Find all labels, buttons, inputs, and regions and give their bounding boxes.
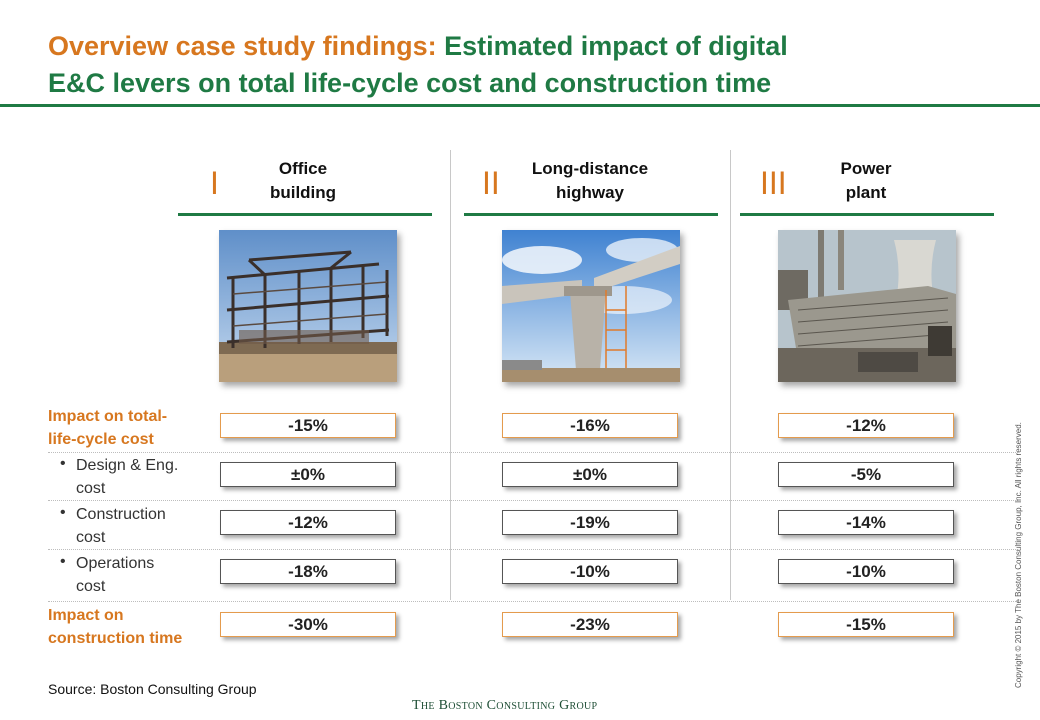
title-line-2: E&C levers on total life-cycle cost and … — [48, 68, 772, 98]
row-label-line1: Operations — [76, 555, 155, 572]
row-separator — [48, 500, 1018, 501]
row-label-line2: construction time — [48, 630, 183, 647]
bullet-icon: • — [60, 553, 66, 570]
row-label-construction-time: Impact on construction time — [48, 604, 182, 650]
row-label-line2: cost — [76, 578, 106, 595]
row-label-line1: Impact on — [48, 607, 124, 624]
value-cell: -12% — [220, 510, 396, 535]
value-cell: -16% — [502, 413, 678, 438]
column-numeral: II — [482, 165, 500, 201]
column-title: Office building — [238, 157, 368, 205]
value-cell: -15% — [220, 413, 396, 438]
value-cell: ±0% — [220, 462, 396, 487]
column-numeral: I — [210, 165, 219, 201]
row-label-line2: cost — [76, 529, 106, 546]
column-header-power-plant: III Power plant — [740, 155, 994, 216]
column-title-line2: plant — [845, 183, 887, 202]
office-building-photo — [219, 230, 397, 382]
column-title-line1: Power — [840, 159, 892, 178]
row-label-line1: Construction — [76, 506, 166, 523]
value-cell: -14% — [778, 510, 954, 535]
row-label-total-life-cycle-cost: Impact on total- life-cycle cost — [48, 405, 167, 451]
column-numeral: III — [760, 165, 787, 201]
value-cell: -18% — [220, 559, 396, 584]
copyright-text: Copyright © 2015 by The Boston Consultin… — [1014, 422, 1023, 688]
column-title-line1: Office — [278, 159, 328, 178]
bcg-logo: The Boston Consulting Group — [412, 698, 598, 713]
source-note: Source: Boston Consulting Group — [48, 681, 257, 697]
title-main-part1: Estimated impact of digital — [444, 31, 788, 61]
row-label-line1: Design & Eng. — [76, 457, 179, 474]
row-separator — [48, 601, 1018, 602]
column-divider — [730, 150, 731, 600]
bullet-icon: • — [60, 455, 66, 472]
value-cell: -15% — [778, 612, 954, 637]
row-separator — [48, 549, 1018, 550]
column-title-line2: highway — [555, 183, 624, 202]
slide-title: Overview case study findings: Estimated … — [48, 28, 788, 102]
value-cell: -12% — [778, 413, 954, 438]
row-label-line1: Impact on total- — [48, 408, 168, 425]
title-line-1: Overview case study findings: Estimated … — [48, 28, 788, 65]
title-underline — [0, 104, 1040, 107]
bullet-icon: • — [60, 504, 66, 521]
row-label-line2: life-cycle cost — [48, 431, 154, 448]
title-prefix: Overview case study findings: — [48, 31, 437, 61]
value-cell: -5% — [778, 462, 954, 487]
column-underline — [740, 213, 994, 216]
copyright-notice: Copyright © 2015 by The Boston Consultin… — [1014, 378, 1026, 688]
column-divider — [450, 150, 451, 600]
row-separator — [48, 452, 1018, 453]
value-cell: -19% — [502, 510, 678, 535]
column-title-line1: Long-distance — [531, 159, 649, 178]
power-plant-photo — [778, 230, 956, 382]
row-label-construction-cost: Construction cost — [76, 503, 166, 549]
value-cell: -10% — [502, 559, 678, 584]
column-underline — [464, 213, 718, 216]
value-cell: -23% — [502, 612, 678, 637]
row-label-operations-cost: Operations cost — [76, 552, 154, 598]
column-header-highway: II Long-distance highway — [464, 155, 718, 216]
highway-photo — [502, 230, 680, 382]
column-header-office-building: I Office building — [178, 155, 432, 216]
column-title-line2: building — [269, 183, 337, 202]
row-label-line2: cost — [76, 480, 106, 497]
column-title: Long-distance highway — [512, 157, 668, 205]
row-label-design-eng-cost: Design & Eng. cost — [76, 454, 178, 500]
column-underline — [178, 213, 432, 216]
value-cell: -10% — [778, 559, 954, 584]
value-cell: -30% — [220, 612, 396, 637]
column-title: Power plant — [816, 157, 916, 205]
value-cell: ±0% — [502, 462, 678, 487]
